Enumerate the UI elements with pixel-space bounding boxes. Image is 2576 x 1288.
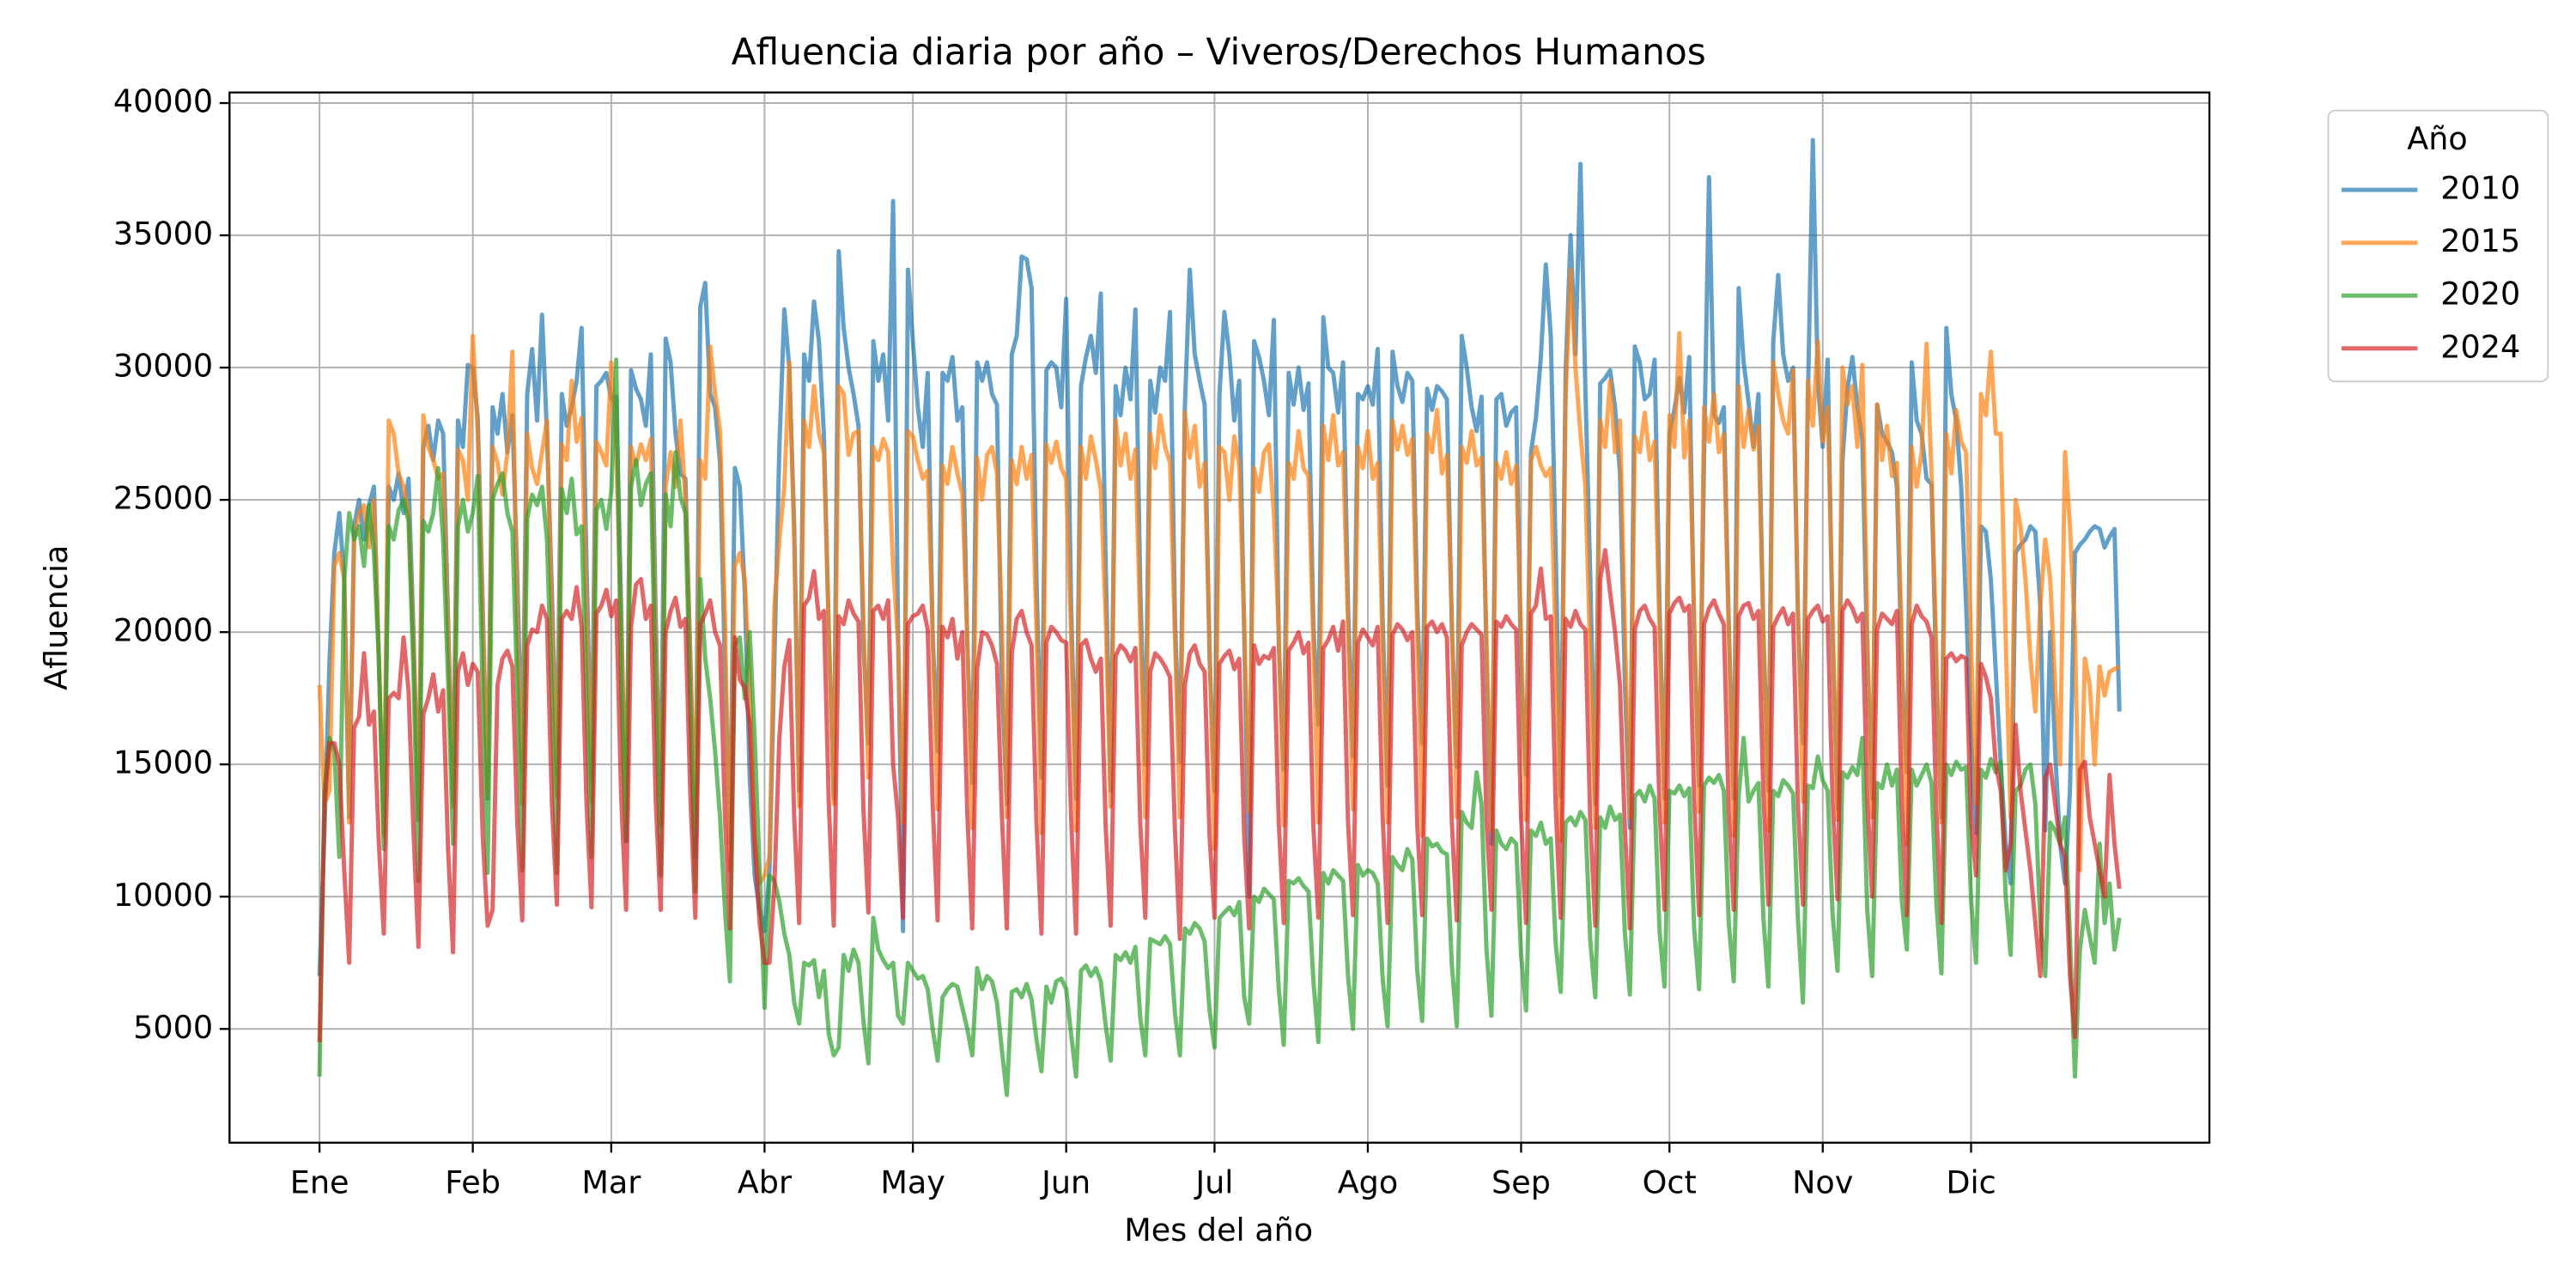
y-tick-label: 25000 <box>113 480 213 517</box>
plot-lines <box>317 137 2122 1097</box>
legend-label: 2020 <box>2440 276 2520 313</box>
y-tick-label: 40000 <box>113 83 213 120</box>
series-line <box>317 357 2122 1097</box>
legend-label: 2010 <box>2440 170 2520 207</box>
y-axis-label: Afluencia <box>38 545 75 690</box>
x-tick-label: Abr <box>738 1163 793 1200</box>
x-axis-label: Mes del año <box>1124 1212 1313 1249</box>
plot-frame <box>228 91 2211 1144</box>
ticks: Ene Feb Mar Abr May Jun Jul Ago Sep Oct Nov Dic 5000… <box>113 83 1996 1201</box>
legend-title: Año <box>2407 120 2467 157</box>
x-tick-label: Dic <box>1946 1163 1996 1200</box>
y-tick-label: 30000 <box>113 348 213 385</box>
legend: Año 2010 2015 2020 2024 <box>2327 109 2549 383</box>
x-tick-label: Jul <box>1194 1163 1233 1200</box>
y-tick-label: 10000 <box>113 877 213 914</box>
chart-title: Afluencia diaria por año – Viveros/Derec… <box>732 31 1706 73</box>
y-tick-label: 5000 <box>133 1009 213 1046</box>
y-tick-label: 35000 <box>113 216 213 252</box>
y-tick-label: 20000 <box>113 612 213 649</box>
x-tick-label: Sep <box>1492 1163 1551 1200</box>
y-tick-label: 15000 <box>113 744 213 781</box>
x-tick-label: Mar <box>581 1163 641 1200</box>
legend-label: 2015 <box>2440 222 2520 259</box>
x-tick-label: Jun <box>1040 1163 1091 1200</box>
x-tick-label: May <box>880 1163 945 1200</box>
x-tick-label: Ago <box>1338 1163 1399 1200</box>
x-tick-label: Feb <box>445 1163 501 1200</box>
x-tick-label: Ene <box>290 1163 349 1200</box>
x-tick-label: Oct <box>1643 1163 1697 1200</box>
x-tick-label: Nov <box>1792 1163 1853 1200</box>
legend-box <box>2327 109 2549 383</box>
series-line <box>317 548 2122 1042</box>
legend-label: 2024 <box>2440 328 2520 365</box>
